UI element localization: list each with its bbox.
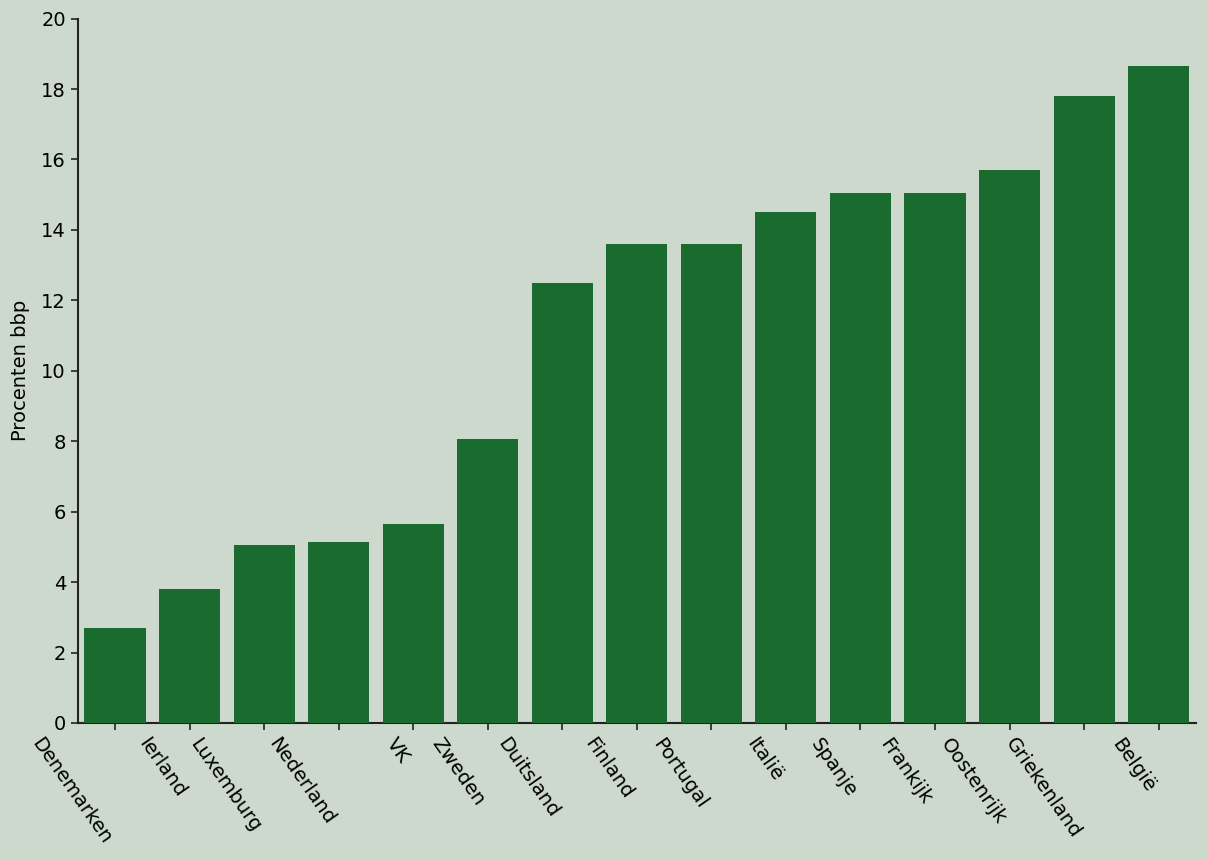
Bar <box>1129 66 1189 723</box>
Bar <box>756 212 816 723</box>
Bar <box>904 193 966 723</box>
Bar <box>1054 96 1114 723</box>
Bar <box>159 589 220 723</box>
Bar <box>383 524 444 723</box>
Bar <box>532 283 593 723</box>
Bar <box>457 440 518 723</box>
Bar <box>681 244 742 723</box>
Bar <box>308 542 369 723</box>
Bar <box>234 545 295 723</box>
Y-axis label: Procenten bbp: Procenten bbp <box>11 300 30 442</box>
Bar <box>606 244 667 723</box>
Bar <box>979 170 1040 723</box>
Bar <box>830 193 891 723</box>
Bar <box>84 628 146 723</box>
